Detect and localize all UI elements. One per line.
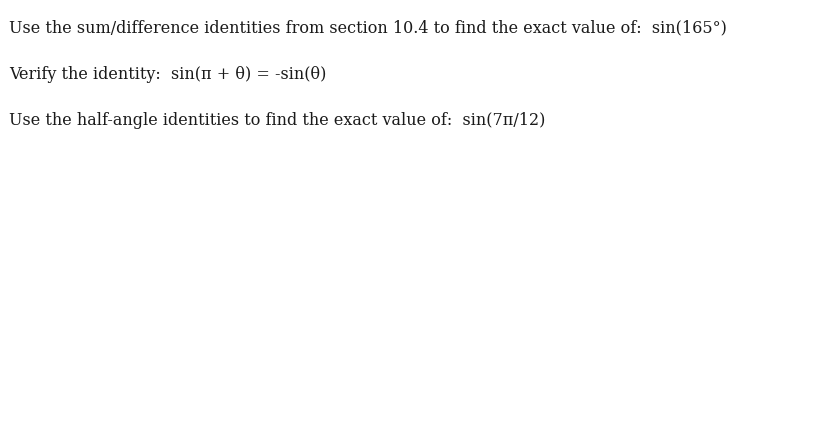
- Text: Use the half-angle identities to find the exact value of:  sin(7π/12): Use the half-angle identities to find th…: [9, 112, 545, 129]
- Text: Verify the identity:  sin(π + θ) = -sin(θ): Verify the identity: sin(π + θ) = -sin(θ…: [9, 66, 326, 82]
- Text: Use the sum/difference identities from section 10.4 to find the exact value of: : Use the sum/difference identities from s…: [9, 19, 727, 36]
